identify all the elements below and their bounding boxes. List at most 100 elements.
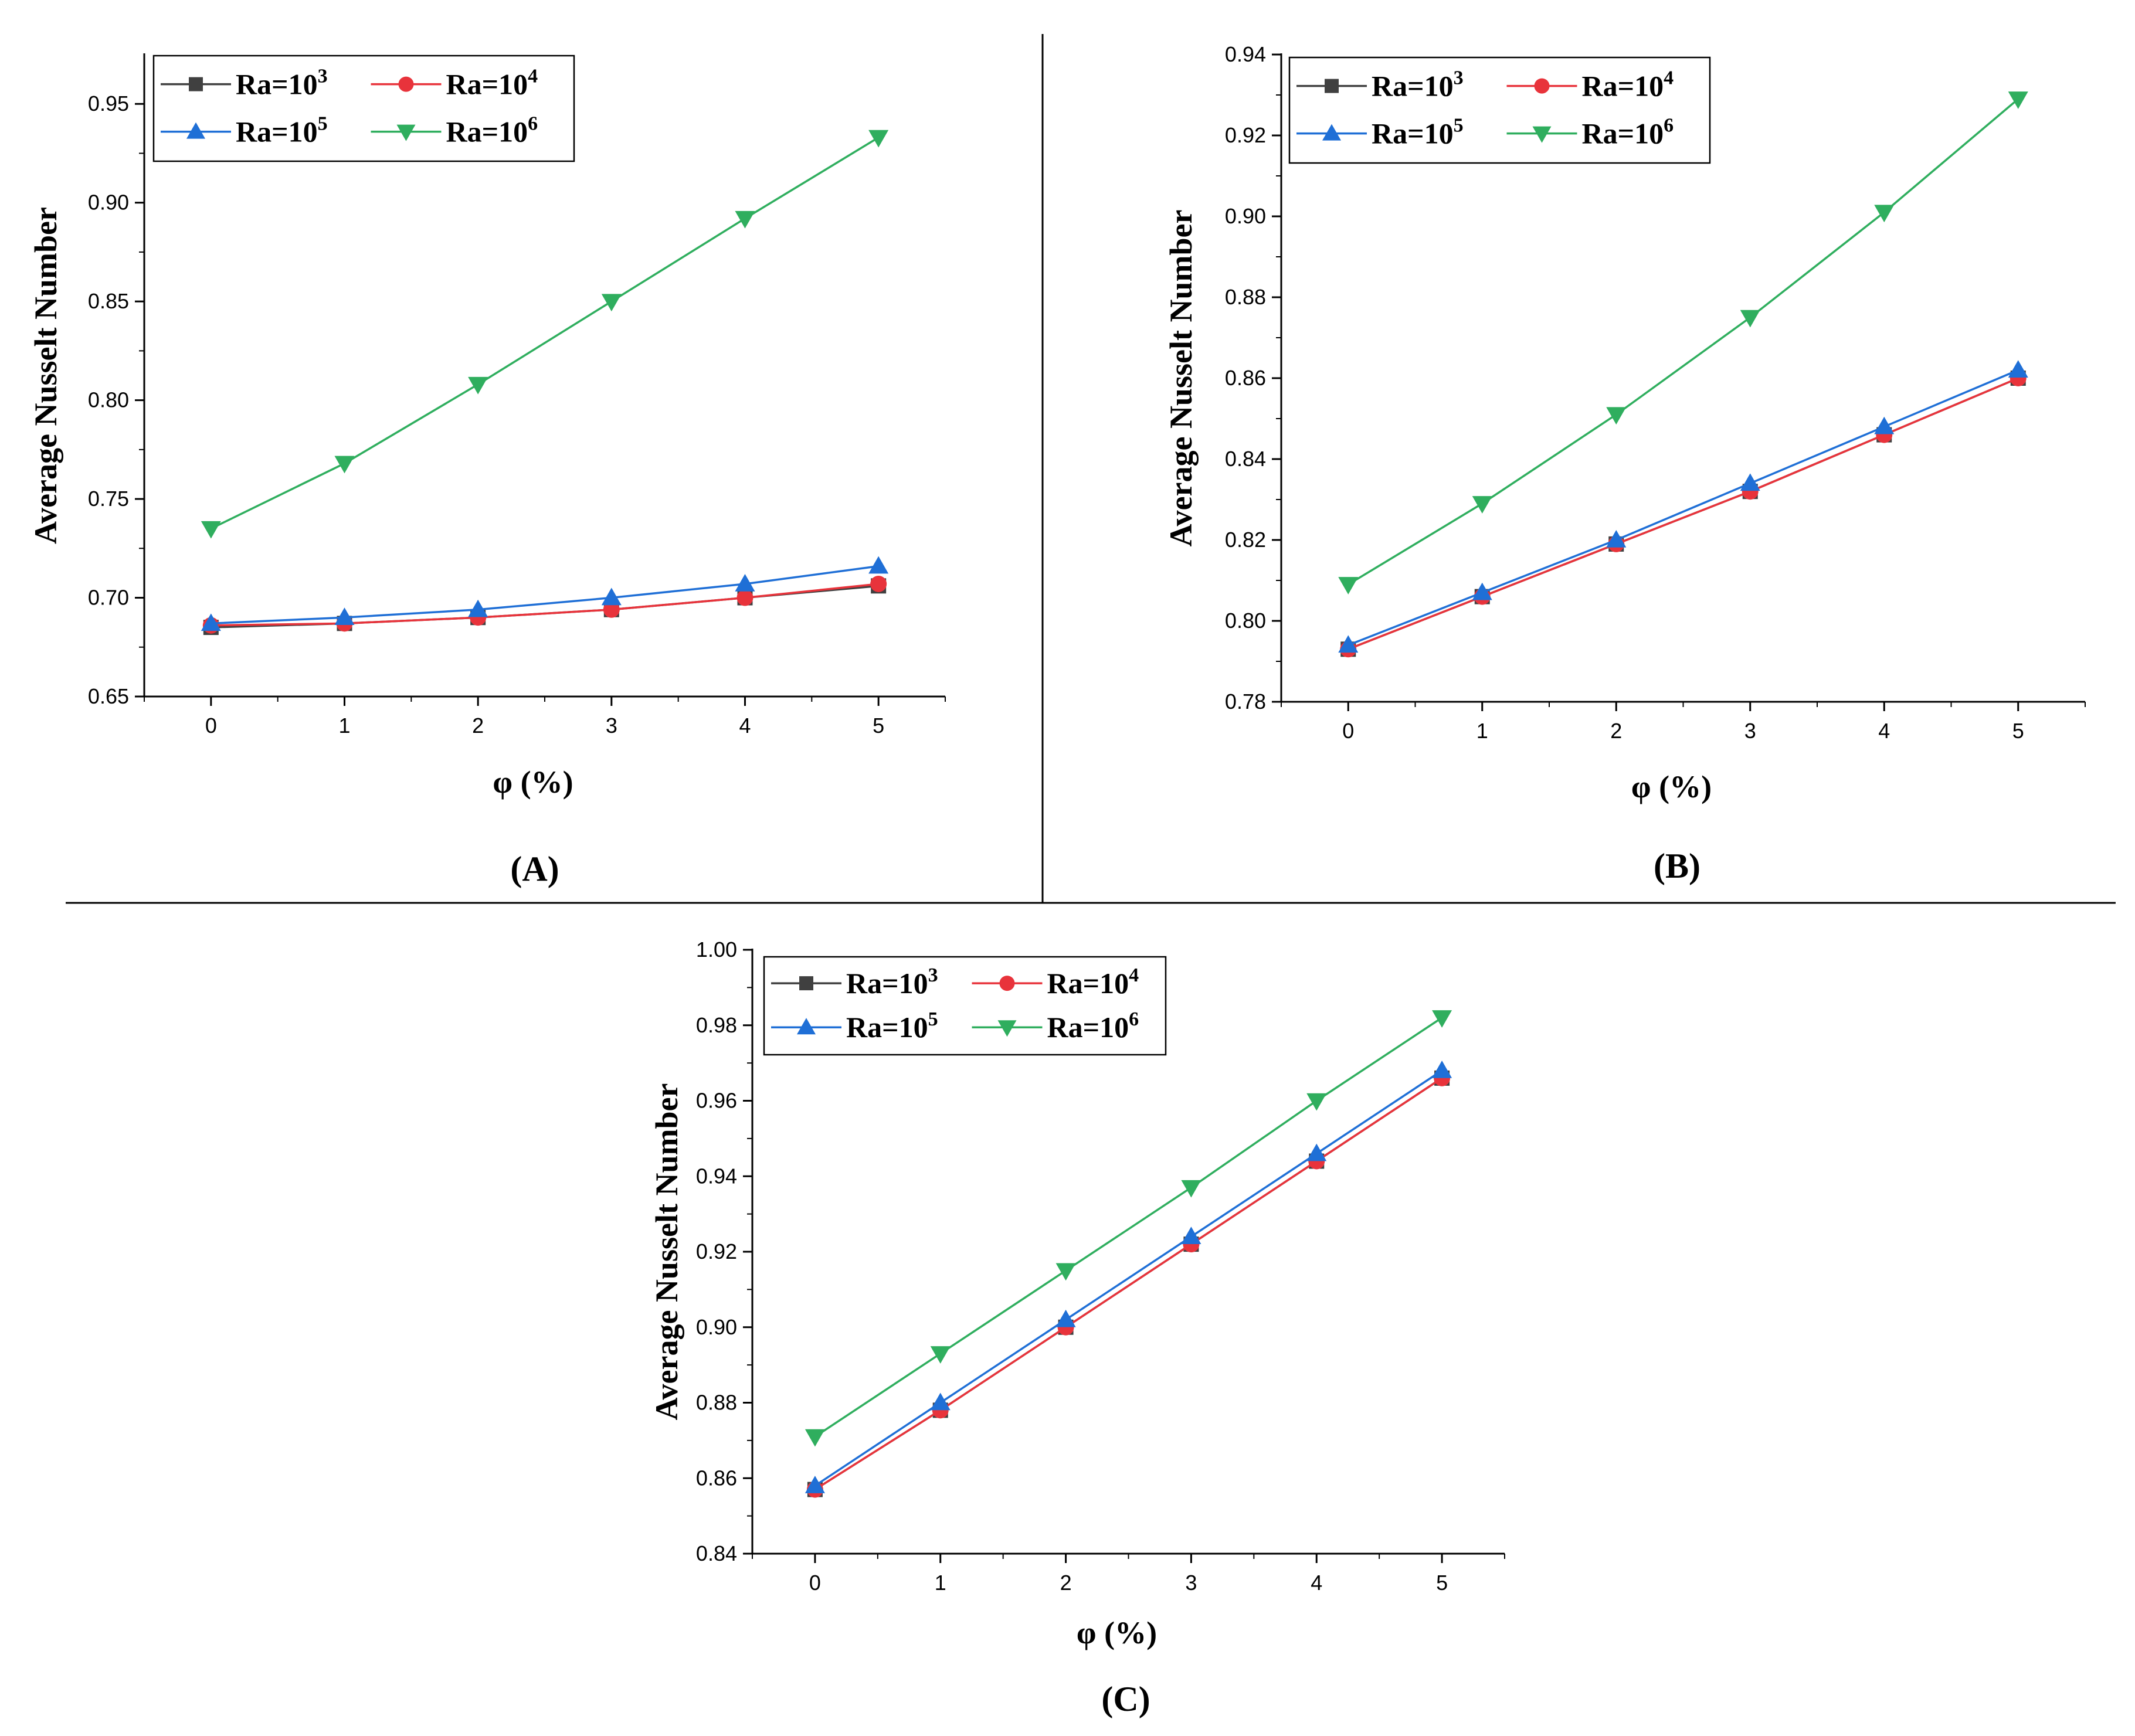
data-point bbox=[1740, 473, 1760, 491]
data-point bbox=[1606, 530, 1627, 548]
chart-panel-a: 0.65 0.70 0.75 0.80 0.85 0.90 0.95 0 1 2 3 4 5 φ (%) A… bbox=[28, 53, 946, 800]
y-tick-label: 0.65 bbox=[88, 684, 129, 708]
series-line bbox=[1347, 377, 2019, 650]
y-tick-label: 0.84 bbox=[696, 1541, 737, 1565]
legend-label: Ra=103 bbox=[846, 964, 938, 1000]
y-tick-label: 0.70 bbox=[88, 586, 129, 610]
x-tick-label: 2 bbox=[1610, 719, 1622, 743]
data-point bbox=[1306, 1143, 1327, 1161]
data-point bbox=[868, 556, 889, 574]
series-line bbox=[1347, 377, 2019, 650]
y-tick-label: 0.80 bbox=[88, 388, 129, 412]
x-tick-label: 0 bbox=[809, 1571, 821, 1595]
legend-marker bbox=[1325, 79, 1339, 93]
data-point bbox=[468, 376, 488, 395]
data-point bbox=[1055, 1309, 1076, 1327]
data-point bbox=[930, 1346, 951, 1364]
series-line bbox=[211, 565, 879, 625]
data-point bbox=[805, 1429, 825, 1447]
data-point bbox=[736, 589, 753, 606]
legend-label: Ra=104 bbox=[446, 66, 538, 101]
legend-label: Ra=105 bbox=[846, 1008, 938, 1044]
x-axis-title: φ (%) bbox=[1631, 769, 1712, 804]
series-line bbox=[1347, 369, 2019, 647]
legend-label: Ra=106 bbox=[1047, 1008, 1139, 1044]
legend-label: Ra=103 bbox=[1372, 67, 1464, 103]
legend-label: Ra=104 bbox=[1582, 67, 1674, 103]
data-point bbox=[870, 575, 887, 592]
data-point bbox=[201, 613, 221, 631]
x-tick-label: 3 bbox=[606, 714, 617, 738]
series-line bbox=[814, 1069, 1443, 1487]
legend-marker bbox=[398, 76, 414, 92]
y-axis-title: Average Nusselt Number bbox=[649, 1083, 684, 1421]
y-tick-label: 0.92 bbox=[1225, 123, 1266, 147]
panel-label-a: (A) bbox=[510, 850, 559, 888]
panel-label-c: (C) bbox=[1101, 1680, 1150, 1718]
data-point bbox=[2008, 91, 2028, 109]
y-tick-label: 1.00 bbox=[696, 937, 737, 962]
data-point bbox=[1432, 1010, 1452, 1028]
data-point bbox=[1874, 416, 1895, 434]
data-point bbox=[468, 599, 488, 617]
y-tick-label: 0.75 bbox=[88, 487, 129, 511]
panel-label-b: (B) bbox=[1654, 847, 1700, 885]
legend-label: Ra=103 bbox=[236, 66, 328, 101]
legend-label: Ra=106 bbox=[1582, 115, 1674, 150]
x-axis-title: φ (%) bbox=[493, 765, 573, 800]
x-tick-label: 2 bbox=[472, 714, 484, 738]
legend-marker bbox=[797, 1018, 816, 1035]
data-point bbox=[1306, 1093, 1327, 1111]
legend-label: Ra=105 bbox=[1372, 115, 1464, 150]
legend-box bbox=[1288, 56, 1711, 164]
data-point bbox=[1432, 1061, 1452, 1078]
data-point bbox=[1874, 205, 1895, 223]
y-axis-title: Average Nusselt Number bbox=[28, 207, 63, 544]
y-tick-label: 0.90 bbox=[696, 1315, 737, 1339]
data-point bbox=[805, 1476, 825, 1493]
legend-marker bbox=[999, 976, 1015, 991]
data-point bbox=[1181, 1180, 1201, 1198]
x-tick-label: 4 bbox=[1878, 719, 1890, 743]
data-point bbox=[868, 130, 889, 148]
y-tick-label: 0.95 bbox=[88, 91, 129, 115]
y-tick-label: 0.78 bbox=[1225, 689, 1266, 714]
y-tick-label: 0.90 bbox=[88, 191, 129, 215]
y-tick-label: 0.88 bbox=[696, 1391, 737, 1415]
legend-marker bbox=[1322, 124, 1341, 141]
y-tick-label: 0.88 bbox=[1225, 285, 1266, 309]
y-tick-label: 0.96 bbox=[696, 1089, 737, 1113]
legend-marker bbox=[1534, 78, 1550, 94]
data-point bbox=[735, 210, 755, 229]
data-point bbox=[1472, 582, 1492, 600]
legend-marker bbox=[997, 1020, 1017, 1037]
legend-label: Ra=105 bbox=[236, 113, 328, 148]
legend-marker bbox=[189, 77, 203, 91]
data-point bbox=[601, 587, 622, 606]
series-line bbox=[211, 137, 880, 530]
data-point bbox=[1338, 577, 1359, 594]
series-line bbox=[211, 583, 879, 627]
x-tick-label: 1 bbox=[338, 714, 350, 738]
data-point bbox=[735, 573, 755, 592]
data-point bbox=[1606, 407, 1627, 425]
data-point bbox=[1338, 635, 1359, 653]
y-tick-label: 0.94 bbox=[696, 1164, 737, 1188]
y-tick-label: 0.82 bbox=[1225, 528, 1266, 552]
legend-label: Ra=104 bbox=[1047, 964, 1139, 1000]
legend-label: Ra=106 bbox=[446, 113, 538, 148]
chart-panel-b: 0.78 0.80 0.82 0.84 0.86 0.88 0.90 0.92 0.94 0 1 2 3… bbox=[1163, 42, 2086, 804]
data-point bbox=[930, 1392, 951, 1411]
series-line bbox=[814, 1017, 1443, 1438]
legend-marker bbox=[396, 124, 416, 141]
x-axis-title: φ (%) bbox=[1077, 1615, 1157, 1650]
x-tick-label: 5 bbox=[1436, 1571, 1448, 1595]
x-tick-label: 5 bbox=[2012, 719, 2024, 743]
y-tick-label: 0.92 bbox=[696, 1239, 737, 1263]
y-tick-label: 0.86 bbox=[696, 1466, 737, 1490]
data-point bbox=[334, 607, 355, 625]
data-point bbox=[334, 456, 355, 474]
y-tick-label: 0.85 bbox=[88, 289, 129, 313]
x-tick-label: 4 bbox=[739, 714, 751, 738]
